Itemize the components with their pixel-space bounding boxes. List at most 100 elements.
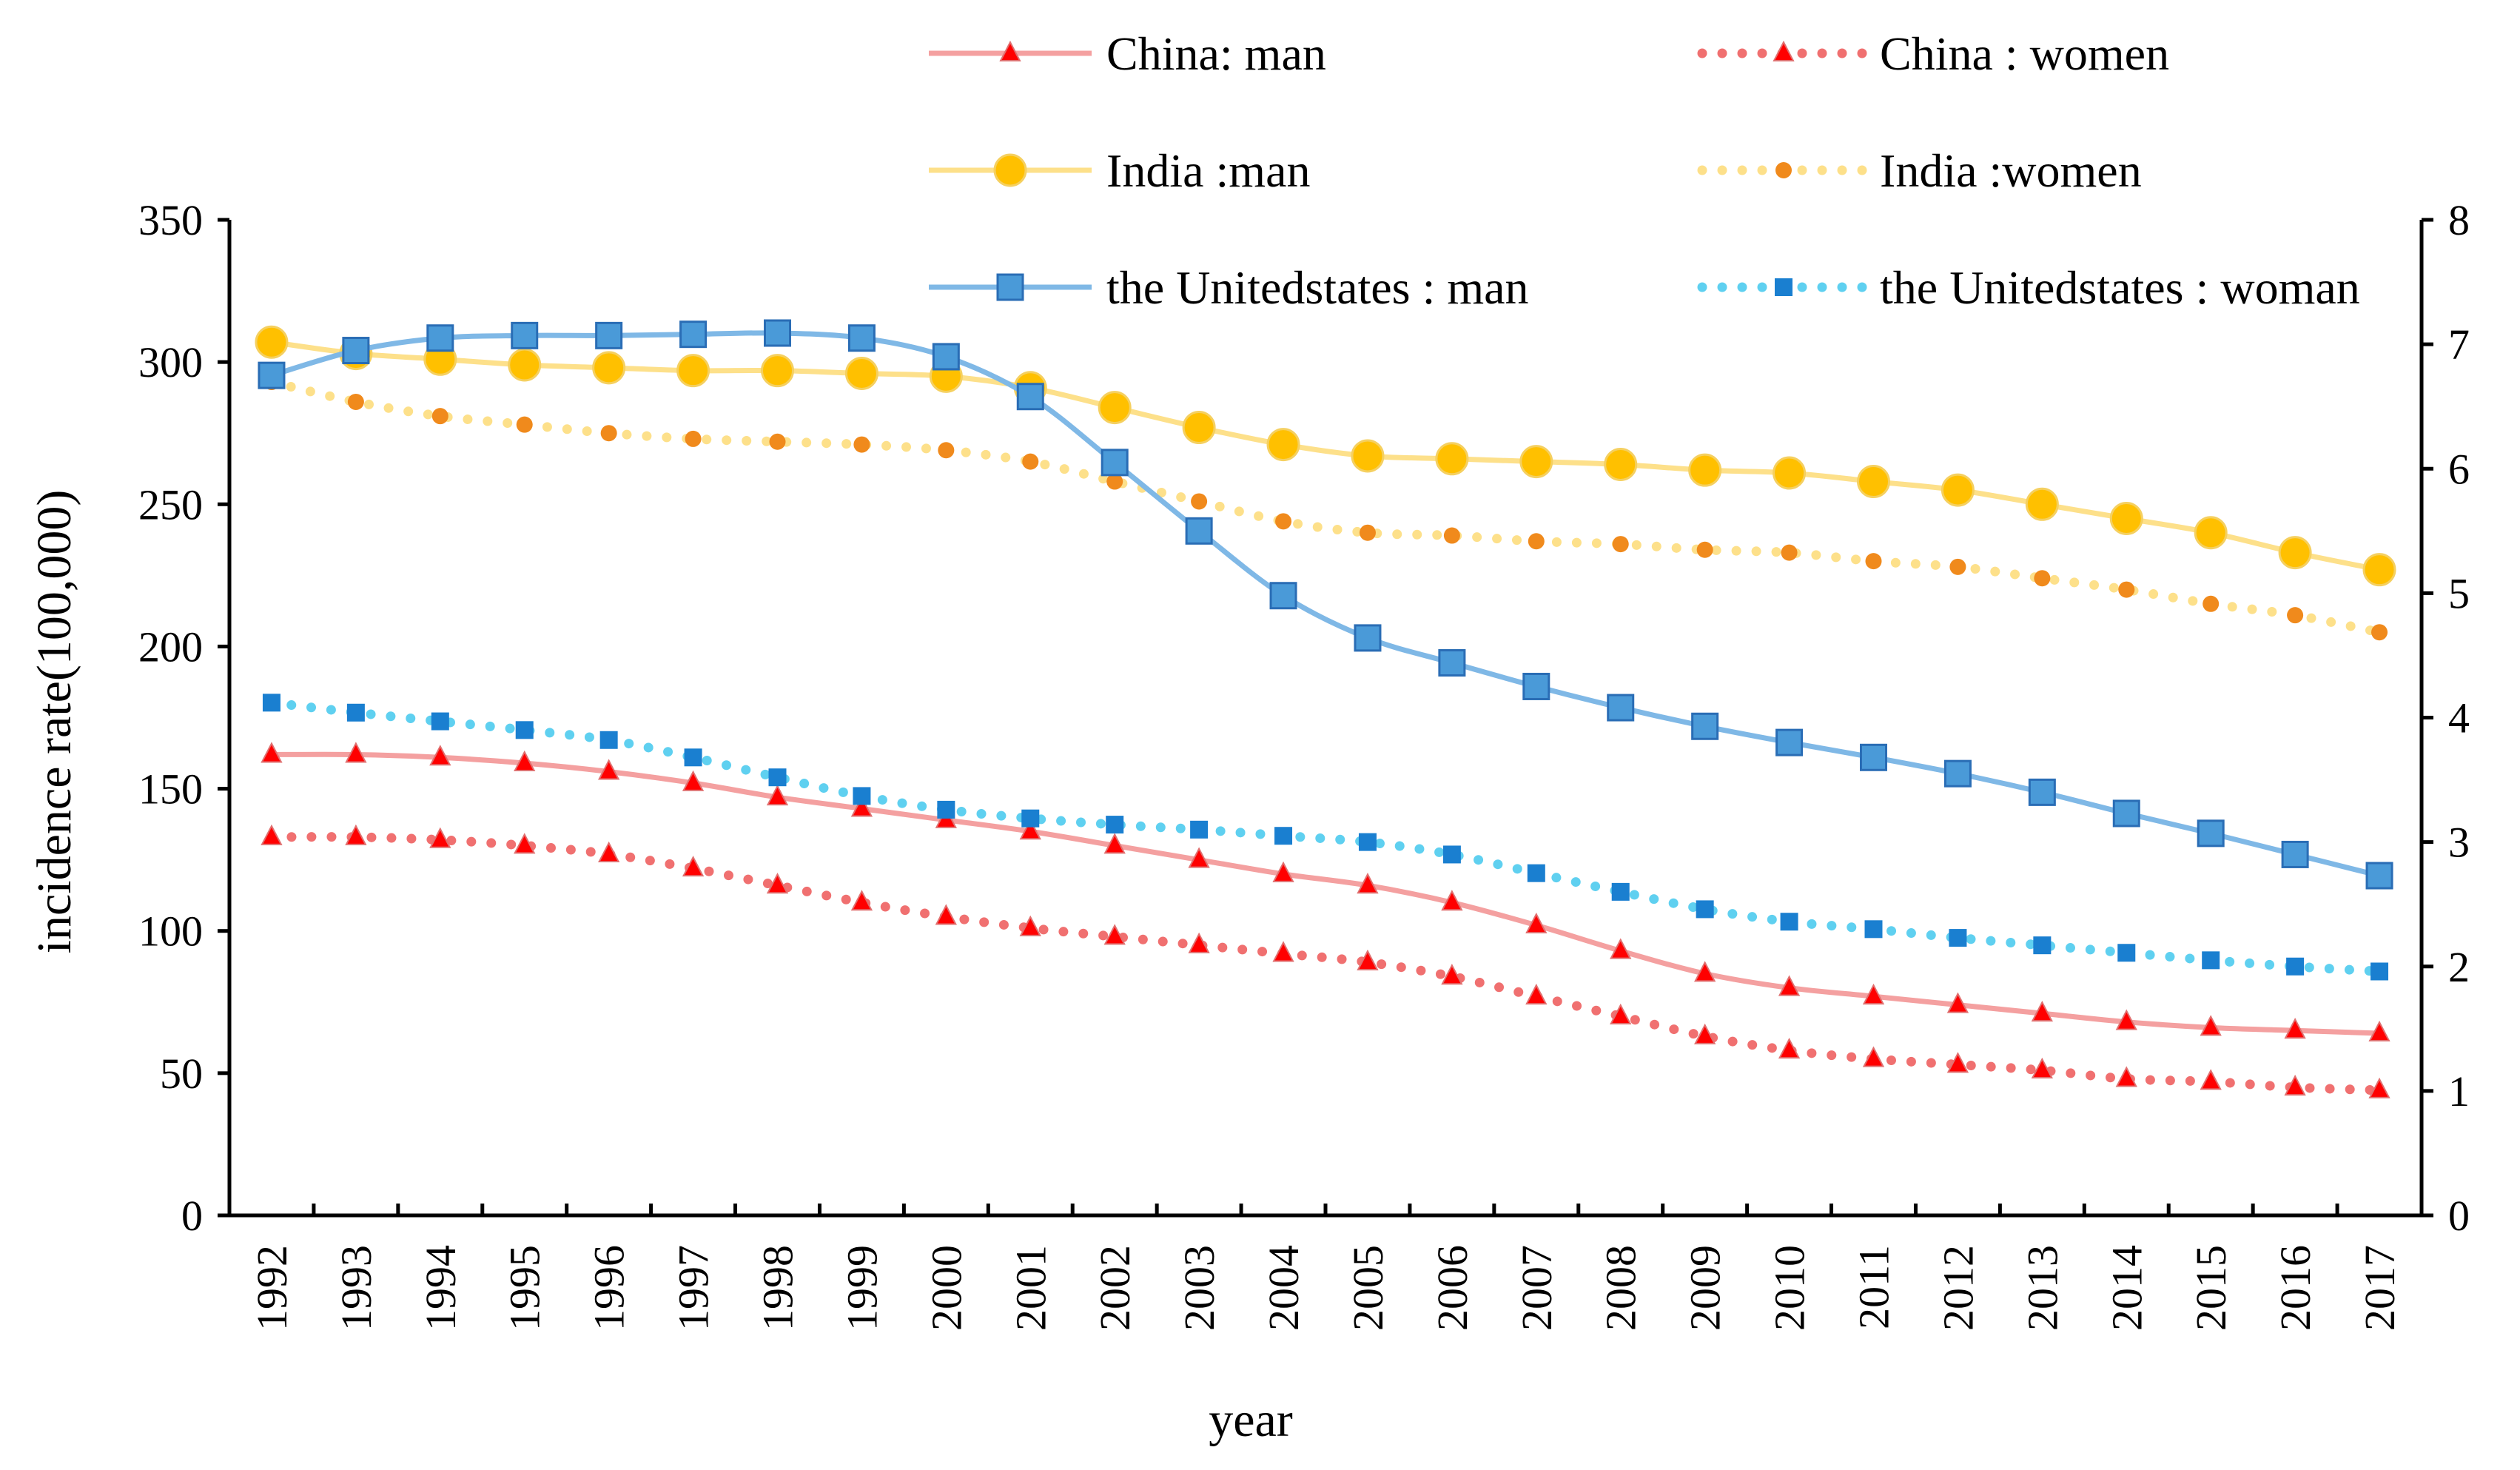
data-point (2286, 957, 2305, 976)
data-point (516, 416, 533, 433)
data-point (2115, 1009, 2137, 1030)
x-tick-label: 1999 (838, 1245, 886, 1331)
series-2 (255, 325, 2396, 587)
data-point (2034, 570, 2051, 587)
legend-entry: the Unitedstates : man (929, 261, 1529, 314)
data-point (514, 833, 536, 854)
data-point (1781, 544, 1798, 561)
data-point (1019, 819, 1041, 840)
data-point (592, 351, 626, 385)
series-line (266, 697, 2385, 976)
data-point (2200, 1015, 2222, 1036)
data-point (1773, 456, 1807, 490)
data-point (1098, 391, 1132, 425)
legend-entry: India :women (1697, 144, 2142, 197)
axes: 0 50 100 150 200 250 300 350 0 1 2 3 4 5 6 7 8 1992 1993 19… (138, 196, 2470, 1331)
data-point (1694, 1023, 1716, 1044)
data-point (937, 800, 955, 819)
data-point (258, 361, 286, 389)
data-point (2365, 862, 2393, 890)
data-point (850, 796, 873, 817)
data-point (1272, 861, 1294, 882)
data-point (761, 354, 794, 388)
y-right-tick-label: 1 (2448, 1067, 2470, 1115)
series-line (266, 832, 2385, 1095)
x-tick-label: 2001 (1007, 1245, 1055, 1331)
data-point (1604, 447, 1638, 481)
series-5 (262, 694, 2389, 981)
data-point (1696, 900, 1714, 919)
legend-marker (999, 40, 1021, 61)
x-tick-label: 2014 (2103, 1245, 2151, 1331)
x-tick-label: 2000 (922, 1245, 970, 1331)
data-point (1519, 445, 1553, 479)
x-tick-label: 1997 (670, 1245, 718, 1331)
data-point (1182, 411, 1216, 445)
data-point (2284, 1074, 2306, 1096)
data-point (431, 408, 448, 425)
data-point (1106, 473, 1123, 490)
data-point (1778, 1037, 1801, 1059)
data-point (600, 425, 617, 442)
data-point (2371, 624, 2388, 641)
y-left-tick-label: 50 (160, 1050, 203, 1098)
data-point (764, 319, 791, 347)
data-point (2284, 1018, 2306, 1039)
data-point (679, 320, 708, 349)
data-point (1612, 536, 1629, 553)
data-point (766, 873, 789, 894)
data-point (2025, 487, 2059, 521)
legend-entry: China: man (929, 27, 1326, 80)
data-point (1438, 649, 1466, 677)
series-layer (255, 319, 2396, 1098)
data-point (1022, 453, 1039, 470)
data-point (1865, 553, 1882, 570)
data-point (932, 343, 960, 371)
data-point (1019, 915, 1041, 936)
x-tick-label: 2016 (2271, 1245, 2319, 1331)
data-point (1190, 820, 1209, 839)
legend-label: the Unitedstates : woman (1880, 261, 2360, 314)
y-left-tick-label: 200 (138, 622, 203, 671)
data-point (1185, 517, 1213, 545)
x-tick-label: 2006 (1428, 1245, 1476, 1331)
data-point (347, 393, 364, 410)
data-point (1266, 428, 1300, 462)
data-point (1443, 527, 1460, 544)
legend-label: the Unitedstates : man (1106, 261, 1529, 314)
x-tick-label: 2010 (1766, 1245, 1814, 1331)
data-point (1941, 473, 1975, 507)
data-point (1943, 759, 1972, 788)
data-point (1188, 847, 1210, 868)
series-line (271, 339, 2380, 573)
data-point (1857, 465, 1890, 499)
data-point (1527, 864, 1545, 882)
legend-marker (1775, 162, 1792, 178)
x-tick-label: 2003 (1175, 1245, 1223, 1331)
data-point (2202, 951, 2220, 970)
data-point (2278, 536, 2312, 570)
data-point (429, 827, 451, 848)
data-point (2281, 840, 2309, 868)
data-point (431, 712, 449, 731)
legend-entry: the Unitedstates : woman (1697, 261, 2360, 314)
data-point (2200, 1069, 2222, 1090)
y-left-tick-label: 100 (138, 907, 203, 956)
data-point (514, 750, 536, 771)
data-point (1016, 383, 1044, 411)
legend-label: India :women (1880, 144, 2142, 197)
y-right-tick-label: 8 (2448, 196, 2470, 244)
data-point (1862, 983, 1885, 1005)
data-point (598, 759, 620, 780)
data-point (255, 325, 289, 359)
data-point (2362, 553, 2396, 587)
data-point (2031, 1057, 2053, 1079)
data-point (1275, 513, 1292, 530)
data-point (769, 433, 786, 450)
legend-entry: China : women (1697, 27, 2169, 80)
data-point (1358, 833, 1377, 851)
data-point (1269, 582, 1297, 610)
data-point (1949, 558, 1966, 575)
x-tick-label: 1996 (585, 1245, 634, 1331)
